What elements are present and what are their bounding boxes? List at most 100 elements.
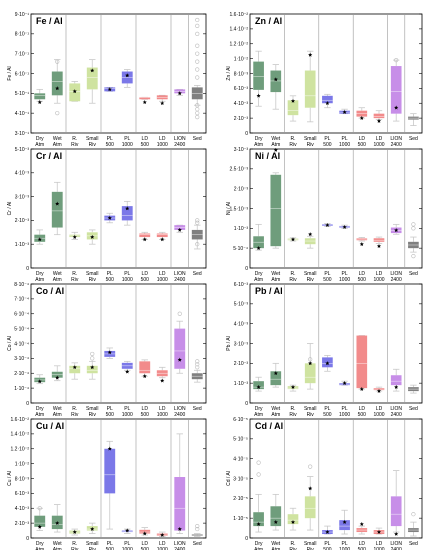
mean-marker bbox=[37, 379, 42, 384]
category-label-line: 1000 bbox=[339, 142, 350, 148]
mean-marker bbox=[325, 361, 330, 366]
category-label-line: Wet bbox=[271, 271, 280, 277]
chart-panel: 0 5·10⁻⁴ 1·10⁻³ 1.5·10⁻³ 2·10⁻³ 2.5·10⁻³ 3·10⁻… bbox=[226, 147, 423, 283]
category-label-line: Atm bbox=[35, 547, 44, 550]
category-label: Dry Atm bbox=[254, 406, 263, 418]
y-tick-label: 3·10⁻³ bbox=[234, 147, 249, 153]
category-label-line: 500 bbox=[106, 412, 115, 418]
category-label-line: Small bbox=[86, 136, 99, 142]
category-label-line: 2400 bbox=[174, 277, 185, 283]
category-label-line: 500 bbox=[323, 277, 332, 283]
category-label-line: Sed bbox=[409, 541, 418, 547]
outlier-point bbox=[195, 43, 200, 48]
category-label: LION 2400 bbox=[390, 136, 402, 148]
category-label-line: 1000 bbox=[157, 277, 168, 283]
category-label-line: 500 bbox=[106, 142, 115, 148]
category-label-line: PL bbox=[124, 271, 130, 277]
category-label-line: Sed bbox=[409, 136, 418, 142]
category-label-line: Riv bbox=[289, 412, 297, 418]
category-label: PL 500 bbox=[106, 271, 115, 283]
category-label-line: Sed bbox=[193, 271, 202, 277]
outlier-point bbox=[195, 523, 200, 529]
y-tick-label: 1.2·10⁻² bbox=[230, 42, 249, 48]
category-label: Sed bbox=[193, 271, 202, 277]
category-label-line: Small bbox=[86, 271, 99, 277]
category-label-line: PL bbox=[342, 406, 348, 412]
mean-marker bbox=[55, 201, 60, 206]
category-label: Wet Atm bbox=[53, 541, 62, 550]
mean-marker bbox=[376, 388, 382, 393]
mean-marker bbox=[37, 100, 42, 105]
category-label-line: Small bbox=[304, 406, 317, 412]
category-label: LION 2400 bbox=[390, 541, 402, 550]
outlier-point bbox=[195, 31, 200, 36]
mean-marker bbox=[325, 101, 330, 106]
panel-title: Cd / Al bbox=[255, 421, 283, 431]
category-label: LD 500 bbox=[141, 541, 150, 550]
mean-marker bbox=[342, 380, 347, 385]
category-label-line: Dry bbox=[36, 271, 44, 277]
category-label: LION 2400 bbox=[174, 541, 186, 550]
box-iqr bbox=[34, 93, 46, 100]
category-label-line: Small bbox=[86, 406, 99, 412]
box-iqr bbox=[69, 83, 81, 102]
y-tick-label: 3·10⁻³ bbox=[15, 194, 30, 200]
panel-title: Fe / Al bbox=[36, 16, 63, 26]
category-label-line: LD bbox=[359, 541, 366, 547]
outlier-point bbox=[195, 17, 200, 23]
y-tick-label: 8·10⁻³ bbox=[15, 476, 30, 482]
category-label: LD 1000 bbox=[373, 541, 384, 550]
category-label-line: LION bbox=[390, 541, 402, 547]
y-axis-label: Cr / Al bbox=[7, 202, 13, 216]
category-label-line: 1000 bbox=[339, 547, 350, 550]
mean-marker bbox=[72, 89, 77, 94]
category-label-line: PL bbox=[107, 271, 113, 277]
mean-marker bbox=[125, 206, 130, 211]
outlier-point bbox=[195, 51, 200, 56]
category-label-line: LD bbox=[159, 271, 166, 277]
category-label-line: 500 bbox=[358, 547, 367, 550]
outlier-point bbox=[177, 311, 182, 316]
category-label: Dry Atm bbox=[254, 136, 263, 148]
category-label: Small Riv bbox=[304, 541, 317, 550]
category-label-line: Wet bbox=[271, 541, 280, 547]
category-label-line: LD bbox=[359, 271, 366, 277]
panel-title: Co / Al bbox=[36, 286, 64, 296]
category-label: PL 1000 bbox=[122, 271, 133, 283]
category-label-line: Dry bbox=[36, 406, 44, 412]
box-iqr bbox=[373, 113, 385, 119]
mean-marker bbox=[72, 529, 77, 534]
category-label-line: 500 bbox=[106, 277, 115, 283]
category-label-line: R. bbox=[291, 541, 296, 547]
category-label-line: Riv bbox=[89, 277, 97, 283]
category-label-line: Dry bbox=[36, 136, 44, 142]
category-label: LD 1000 bbox=[373, 406, 384, 418]
mean-marker bbox=[72, 365, 77, 370]
category-label-line: Atm bbox=[271, 142, 280, 148]
category-label-line: 500 bbox=[141, 412, 150, 418]
category-label-line: PL bbox=[342, 271, 348, 277]
box-iqr bbox=[390, 66, 402, 114]
category-label: LD 500 bbox=[141, 136, 150, 148]
category-label-line: 1000 bbox=[122, 277, 133, 283]
category-label-line: Wet bbox=[53, 406, 62, 412]
mean-marker bbox=[177, 357, 182, 362]
category-label-line: Sed bbox=[193, 136, 202, 142]
category-label-line: R. bbox=[72, 136, 77, 142]
outlier-point bbox=[195, 365, 200, 370]
mean-marker bbox=[72, 234, 77, 239]
category-label-line: Riv bbox=[89, 412, 97, 418]
category-label-line: Wet bbox=[271, 406, 280, 412]
category-label: Dry Atm bbox=[35, 541, 44, 550]
y-tick-label: 1·10⁻² bbox=[234, 56, 249, 62]
category-label: LION 2400 bbox=[390, 271, 402, 283]
y-tick-label: 2·10⁻³ bbox=[234, 186, 249, 192]
mean-marker bbox=[342, 224, 347, 229]
category-label: LD 1000 bbox=[157, 271, 168, 283]
box-iqr bbox=[253, 61, 264, 90]
box-iqr bbox=[139, 233, 151, 238]
category-label-line: PL bbox=[124, 541, 130, 547]
mean-marker bbox=[359, 115, 364, 120]
category-label-line: PL bbox=[107, 406, 113, 412]
box-iqr bbox=[287, 100, 299, 116]
